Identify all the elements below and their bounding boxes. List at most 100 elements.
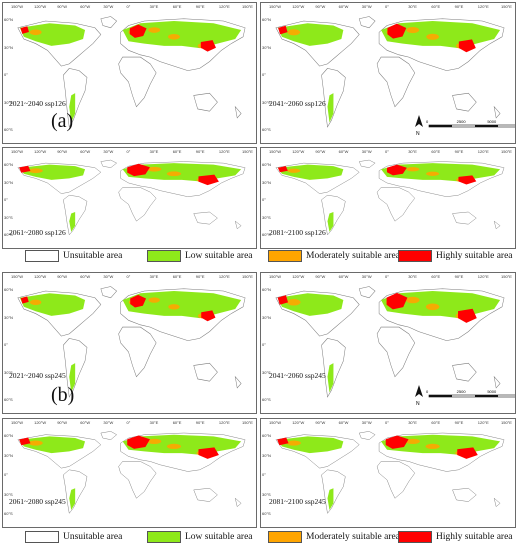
landmass [193, 92, 218, 112]
low-suitable-region [327, 363, 334, 393]
lon-tick-label: 150°W [11, 4, 24, 9]
lon-tick-label: 120°W [292, 274, 305, 279]
low-suitable-region [277, 23, 344, 46]
legend-a: Unsuitable area Low suitable area Modera… [25, 246, 513, 264]
map-panel-a1: 2021~2040 ssp126 (a) 150°W 120°W 90°W 60°W 3… [2, 2, 257, 144]
low-suitable-region [19, 293, 86, 316]
lat-tick-label: 30°N [262, 452, 271, 458]
lon-tick-label: 30°W [361, 149, 372, 154]
north-label: N [416, 131, 420, 137]
lon-tick-label: 60°E [431, 274, 441, 279]
lon-tick-label: 150°E [501, 274, 512, 279]
landmass [358, 16, 376, 29]
lat-tick-label: 30°S [4, 214, 13, 220]
high-suitable-regions [277, 164, 477, 185]
lon-tick-label: 120°W [292, 149, 305, 154]
landmass [193, 362, 218, 382]
lon-tick-label: 150°E [242, 274, 253, 279]
high-suitable-regions [19, 163, 219, 186]
lon-tick-label: 30°E [408, 4, 417, 9]
lat-tick-label: 0° [4, 197, 8, 202]
lon-tick-label: 120°W [34, 4, 47, 9]
map-panel-a4: 2081~2100 ssp126 150°W 120°W 90°W 60°W 30°W 0… [260, 147, 516, 249]
scale-bar: N02500500010000km [415, 385, 515, 407]
legend-item-low: Low suitable area [147, 531, 253, 543]
high-suitable-regions [277, 435, 478, 459]
map-panel-b4: 2081~2100 ssp245 150°W 120°W 90°W 60°W 30°W 0… [260, 418, 516, 528]
landmass [452, 362, 477, 382]
high-suitable-regions [20, 24, 216, 52]
lon-tick-label: 30°W [103, 4, 114, 9]
lon-tick-label: 30°E [408, 274, 417, 279]
panel-title: 2041~2060 ssp126 [269, 99, 326, 108]
high-suitable-regions [278, 23, 476, 53]
lat-tick-label: 30°S [262, 491, 271, 497]
group-label-b: (b) [51, 384, 75, 406]
lon-tick-label: 60°E [431, 420, 441, 425]
lon-tick-label: 60°W [80, 149, 91, 154]
lon-tick-label: 30°E [408, 149, 417, 154]
north-arrow-icon [415, 385, 423, 397]
lat-tick-label: 60°N [4, 162, 13, 167]
low-suitable-region [277, 164, 344, 180]
lon-tick-label: 60°W [80, 420, 91, 425]
lon-tick-label: 0° [385, 274, 389, 279]
lon-tick-label: 60°W [80, 4, 91, 9]
lat-tick-label: 60°N [262, 433, 271, 438]
map-panel-b2: 2041~2060 ssp245 150°W 120°W 90°W 60°W 30°W 0… [260, 272, 516, 414]
landmass [376, 461, 416, 499]
lon-tick-label: 150°W [269, 149, 282, 154]
world-map [275, 16, 505, 128]
lon-tick-label: 30°W [103, 149, 114, 154]
legend-label: Moderately suitable area [306, 532, 400, 542]
lon-tick-label: 30°W [361, 420, 372, 425]
lon-tick-label: 90°E [195, 149, 205, 154]
legend-item-moderate: Moderately suitable area [268, 250, 400, 262]
lon-tick-label: 120°E [477, 4, 489, 9]
lon-tick-label: 120°W [34, 420, 47, 425]
lon-tick-label: 120°E [477, 149, 489, 154]
lon-tick-label: 150°W [269, 4, 282, 9]
lat-tick-label: 30°N [4, 44, 13, 50]
lon-tick-label: 0° [385, 149, 389, 154]
lon-tick-label: 120°E [218, 274, 230, 279]
landmass [452, 92, 477, 112]
panel-title: 2021~2040 ssp245 [9, 371, 66, 380]
landmass [118, 461, 157, 499]
lon-tick-label: 90°E [195, 274, 205, 279]
low-suitable-region [69, 211, 76, 232]
legend-label: Highly suitable area [436, 251, 513, 261]
landmass [234, 375, 242, 389]
lon-tick-label: 60°W [338, 4, 349, 9]
lon-tick-label: 150°E [242, 149, 253, 154]
lon-tick-label: 120°E [218, 420, 230, 425]
legend-item-low: Low suitable area [147, 250, 253, 262]
legend-label: Unsuitable area [63, 251, 123, 261]
lon-tick-label: 90°W [57, 4, 68, 9]
legend-swatch-unsuitable [25, 250, 59, 262]
lat-tick-label: 60°N [262, 17, 271, 22]
lat-tick-label: 30°N [4, 314, 13, 320]
lat-tick-label: 30°S [4, 369, 13, 375]
landmass [118, 187, 157, 222]
legend-label: Highly suitable area [436, 532, 513, 542]
legend-b: Unsuitable area Low suitable area Modera… [25, 527, 513, 545]
lon-tick-label: 90°E [454, 274, 464, 279]
lon-tick-label: 150°W [269, 420, 282, 425]
lat-tick-label: 60°N [262, 162, 271, 167]
panel-title: 2081~2100 ssp126 [269, 228, 326, 237]
lat-tick-label: 60°S [4, 232, 13, 237]
north-arrow-icon [415, 115, 423, 127]
lon-tick-label: 150°W [11, 274, 24, 279]
landmass [118, 56, 157, 108]
lat-tick-label: 0° [262, 197, 266, 202]
landmass [100, 286, 118, 299]
legend-item-unsuitable: Unsuitable area [25, 250, 122, 262]
legend-swatch-high [398, 250, 432, 262]
lon-tick-label: 90°E [195, 4, 205, 9]
landmass [100, 159, 118, 168]
landmass [358, 159, 376, 168]
lon-tick-label: 120°W [34, 149, 47, 154]
lon-tick-label: 90°W [315, 274, 326, 279]
lon-tick-label: 60°W [338, 420, 349, 425]
